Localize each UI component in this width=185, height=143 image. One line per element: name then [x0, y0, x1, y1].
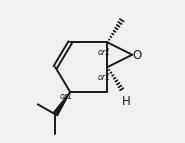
Text: H: H [122, 95, 131, 108]
Text: or1: or1 [98, 48, 111, 57]
Text: O: O [132, 49, 141, 62]
Polygon shape [53, 92, 70, 116]
Text: or1: or1 [98, 73, 111, 82]
Text: or1: or1 [59, 92, 73, 101]
